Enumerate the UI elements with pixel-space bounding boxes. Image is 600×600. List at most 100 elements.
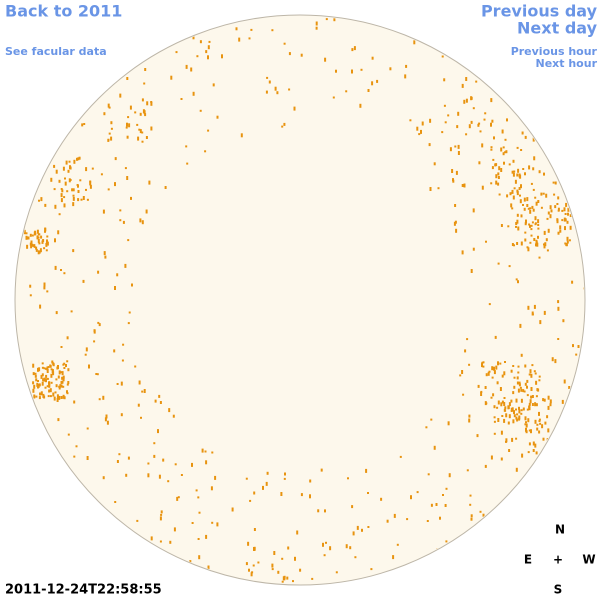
facula <box>567 212 569 216</box>
facula <box>513 414 516 418</box>
previous-hour-link[interactable]: Previous hour <box>511 45 598 58</box>
facula <box>569 225 572 230</box>
previous-day-link[interactable]: Previous day <box>481 2 598 21</box>
facula <box>535 239 538 244</box>
facula <box>69 179 72 181</box>
facula <box>281 125 284 128</box>
facula <box>104 255 107 259</box>
facula <box>351 48 354 52</box>
facula <box>484 464 487 468</box>
facula <box>62 377 65 382</box>
facula <box>26 244 29 249</box>
facula <box>493 366 495 371</box>
facula <box>46 377 49 380</box>
facula <box>360 68 363 71</box>
facula <box>40 391 43 396</box>
facula <box>522 168 525 170</box>
facula <box>250 572 253 577</box>
facula <box>49 388 52 393</box>
facula <box>476 434 479 438</box>
facula <box>493 432 496 435</box>
facula <box>561 399 564 404</box>
facula <box>517 388 520 393</box>
facula <box>58 370 61 375</box>
facula <box>60 193 63 198</box>
facula <box>520 184 522 189</box>
facula <box>517 365 520 368</box>
facula <box>146 101 149 106</box>
facula <box>430 418 433 421</box>
facula <box>137 136 140 141</box>
facula <box>468 124 471 129</box>
facula <box>253 547 255 551</box>
facula <box>42 378 45 382</box>
facular-link[interactable]: See facular data <box>5 45 107 58</box>
facula <box>556 203 559 205</box>
facula <box>150 126 153 131</box>
facula <box>45 242 48 247</box>
facula <box>505 438 508 443</box>
facula <box>315 26 318 30</box>
facula <box>532 449 535 452</box>
facula <box>127 322 130 325</box>
facula <box>191 462 193 467</box>
facula <box>52 363 55 367</box>
facula <box>63 362 66 365</box>
facula <box>47 366 50 368</box>
facula <box>238 37 241 42</box>
facula <box>508 414 511 419</box>
facula <box>45 249 48 252</box>
facula <box>511 189 514 194</box>
facula <box>351 69 353 74</box>
facula <box>167 480 170 483</box>
facula <box>55 378 58 381</box>
facula <box>507 405 510 410</box>
back-year-link[interactable]: Back to 2011 <box>5 2 122 21</box>
facula <box>488 303 491 306</box>
facula <box>114 286 116 290</box>
facula <box>191 522 194 524</box>
facula <box>108 132 111 135</box>
facula <box>207 565 210 570</box>
facula <box>43 282 46 287</box>
facula <box>51 369 54 374</box>
facula <box>262 485 264 490</box>
facula <box>492 393 495 397</box>
facula <box>61 371 64 376</box>
facula <box>479 130 482 133</box>
facula <box>271 568 274 571</box>
facula <box>457 151 460 155</box>
facula <box>561 219 564 222</box>
facula <box>142 109 145 114</box>
facula <box>462 393 465 396</box>
facula <box>490 455 493 460</box>
next-day-link[interactable]: Next day <box>517 19 598 38</box>
facula <box>37 383 40 388</box>
facula <box>145 209 148 214</box>
facula <box>540 206 543 209</box>
facula <box>515 416 518 420</box>
facula <box>137 403 140 407</box>
facula <box>365 468 368 473</box>
facula <box>180 98 183 100</box>
facula <box>513 376 516 379</box>
facula <box>569 214 572 217</box>
facula <box>483 118 486 121</box>
facula <box>126 77 129 80</box>
facula <box>294 556 296 561</box>
facula <box>48 389 51 393</box>
facula <box>288 88 291 91</box>
facula <box>299 568 302 572</box>
next-hour-link[interactable]: Next hour <box>536 57 598 70</box>
facula <box>38 199 40 202</box>
facula <box>103 112 106 116</box>
facula <box>60 346 63 348</box>
facula <box>32 363 35 368</box>
facula <box>212 83 215 87</box>
facula <box>410 495 412 500</box>
facula <box>510 399 513 403</box>
facula <box>530 373 533 378</box>
facula <box>457 144 460 149</box>
facula <box>464 349 467 353</box>
facula <box>53 164 56 168</box>
